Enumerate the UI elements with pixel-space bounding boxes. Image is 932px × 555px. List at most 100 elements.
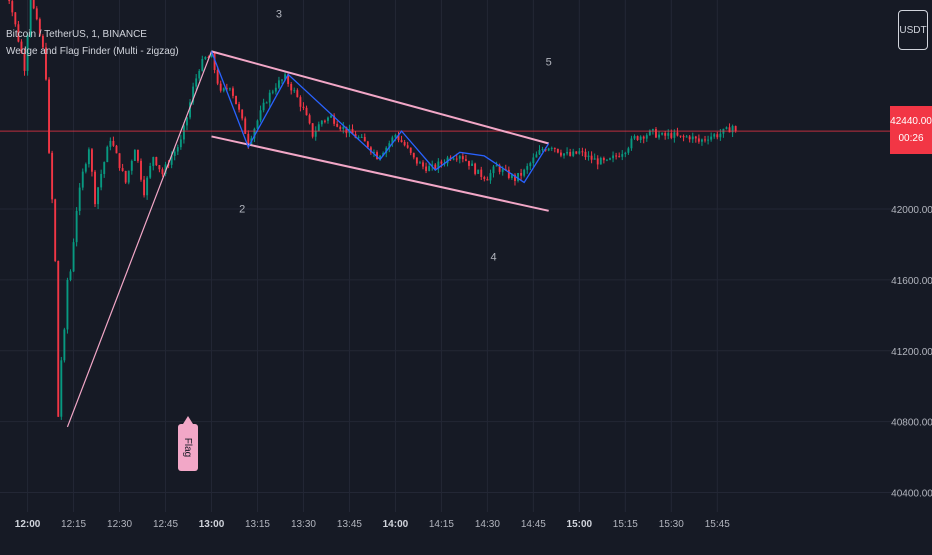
candle-body — [201, 58, 204, 71]
currency-button[interactable]: USDT — [898, 10, 928, 50]
last-price-tag: 42440.00 00:26 — [890, 106, 932, 154]
candle-body — [716, 134, 719, 138]
chart-legend: Bitcoin / TetherUS, 1, BINANCE Wedge and… — [6, 26, 179, 60]
candle-body — [69, 271, 72, 280]
zigzag-line — [210, 51, 550, 184]
candle-body — [575, 151, 578, 154]
candle-body — [333, 115, 336, 124]
candle-body — [182, 125, 185, 140]
y-axis-tick-label: 40800.00 — [891, 418, 932, 429]
x-axis-tick-label: 12:45 — [153, 519, 178, 530]
candle-body — [415, 157, 418, 164]
candle-body — [379, 155, 382, 160]
candle-body — [667, 133, 670, 136]
candle-body — [45, 47, 47, 80]
candle-body — [311, 123, 314, 137]
candle-body — [136, 149, 139, 161]
candle-body — [75, 210, 78, 243]
symbol-legend[interactable]: Bitcoin / TetherUS, 1, BINANCE — [6, 29, 147, 40]
candle-body — [84, 164, 87, 172]
candle-body — [593, 158, 596, 160]
candle-body — [510, 174, 513, 178]
candle-body — [731, 126, 734, 133]
candle-body — [578, 151, 581, 154]
candle-body — [553, 147, 556, 149]
x-axis-tick-label: 15:30 — [659, 519, 684, 530]
x-axis-tick-label: 15:00 — [567, 519, 593, 530]
candle-body — [431, 164, 434, 167]
candle-body — [590, 155, 593, 160]
candle-body — [253, 128, 256, 139]
candle-body — [112, 140, 115, 146]
candle-body — [8, 0, 11, 2]
candle-body — [317, 124, 320, 132]
x-axis-tick-label: 13:30 — [291, 519, 316, 530]
candle-body — [103, 162, 106, 174]
candle-body — [556, 148, 559, 153]
x-axis-tick-label: 13:45 — [337, 519, 362, 530]
candle-body — [602, 157, 605, 161]
flag-label-text: Flag — [182, 437, 194, 458]
candle-body — [173, 151, 176, 156]
candle-body — [308, 115, 311, 124]
candle-body — [17, 24, 20, 42]
flag-channel-line — [211, 135, 549, 212]
candle-body — [219, 83, 222, 91]
candle-body — [140, 160, 142, 180]
candle-body — [133, 149, 136, 162]
candle-body — [400, 140, 403, 143]
candle-body — [29, 0, 32, 35]
candle-body — [605, 159, 608, 161]
candle-body — [492, 166, 495, 174]
candle-body — [697, 138, 700, 142]
indicator-legend[interactable]: Wedge and Flag Finder (Multi - zigzag) — [6, 46, 179, 57]
bar-countdown: 00:26 — [898, 133, 924, 144]
candle-body — [179, 139, 182, 148]
candle-body — [559, 152, 562, 156]
flag-channel-line — [211, 50, 549, 145]
candle-body — [477, 169, 480, 174]
candle-body — [81, 171, 84, 188]
flag-label: Flag — [178, 424, 198, 471]
candle-body — [305, 107, 308, 116]
candle-body — [118, 153, 121, 169]
candle-body — [265, 102, 268, 104]
candle-body — [633, 136, 636, 139]
candle-body — [627, 148, 630, 153]
candle-body — [232, 88, 234, 96]
candle-body — [363, 136, 366, 142]
candle-body — [676, 132, 679, 136]
candle-body — [296, 90, 299, 98]
candle-body — [357, 137, 360, 139]
candle-body — [109, 140, 112, 147]
candle-body — [468, 160, 470, 166]
candle-body — [51, 152, 54, 200]
candle-body — [461, 156, 464, 160]
candle-body — [115, 145, 118, 154]
candle-body — [409, 147, 412, 153]
candle-body — [155, 157, 158, 166]
last-price-value: 42440.00 — [890, 116, 932, 127]
candle-body — [701, 139, 703, 142]
candle-body — [587, 155, 590, 158]
x-axis-tick-label: 12:30 — [107, 519, 132, 530]
candle-body — [618, 156, 621, 158]
candle-body — [440, 161, 443, 164]
candle-body — [228, 88, 231, 90]
candle-body — [366, 141, 369, 148]
candle-body — [455, 158, 458, 160]
candle-body — [621, 154, 624, 157]
indicator-overlay: 2 3 4 5 — [0, 9, 892, 428]
candle-body — [507, 169, 510, 178]
candle-body — [520, 172, 523, 176]
x-axis-tick-label: 13:00 — [199, 519, 225, 530]
candle-body — [609, 158, 611, 160]
candle-body — [547, 148, 550, 151]
candle-body — [651, 129, 654, 131]
candle-body — [152, 157, 155, 166]
candle-body — [60, 360, 63, 417]
candle-body — [471, 163, 474, 166]
candle-body — [78, 187, 81, 211]
